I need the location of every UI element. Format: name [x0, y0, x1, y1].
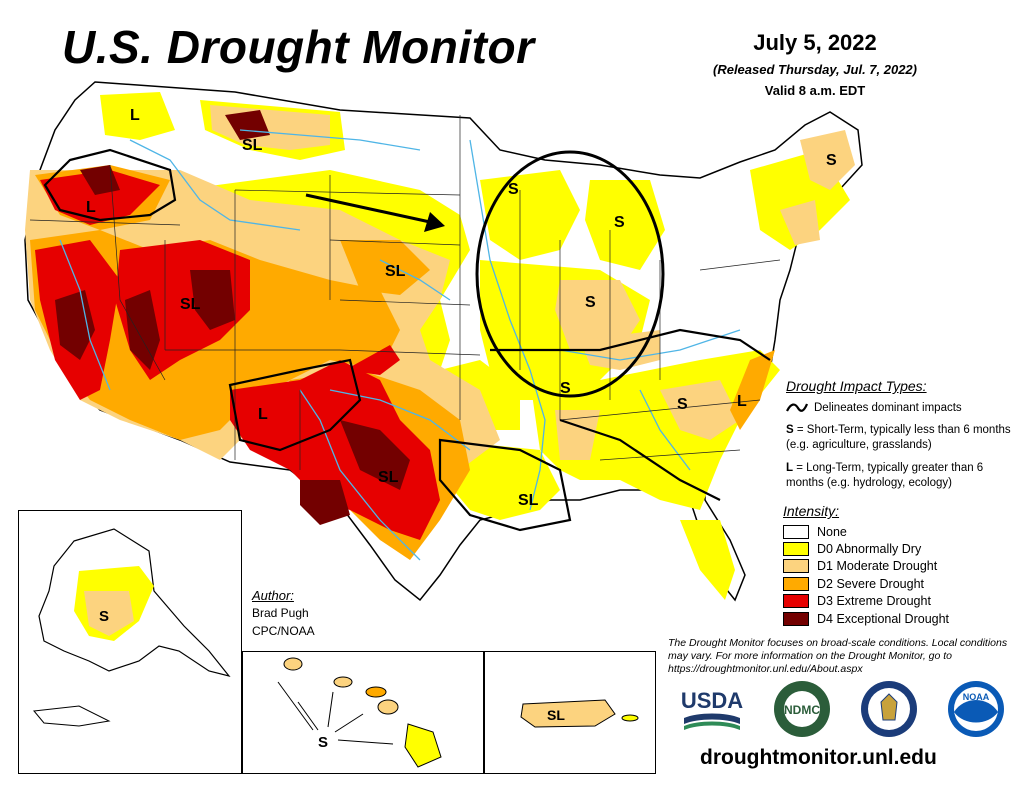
intensity-heading: Intensity:: [783, 503, 840, 519]
legend-item: D1 Moderate Drought: [783, 558, 937, 575]
label-or: L: [86, 199, 96, 216]
alaska-inset: S: [18, 510, 242, 774]
label-wa: L: [130, 107, 140, 124]
page-title: U.S. Drought Monitor: [62, 21, 535, 73]
label-mt: SL: [242, 137, 263, 154]
label-sc: S: [677, 396, 688, 413]
legend-label: None: [817, 524, 847, 539]
legend-label: D2 Severe Drought: [817, 576, 925, 591]
commerce-seal-logo: [855, 680, 923, 738]
disclaimer-text: The Drought Monitor focuses on broad-sca…: [668, 637, 1008, 675]
short-term-row: S = Short-Term, typically less than 6 mo…: [786, 423, 1021, 453]
d4-areas: [55, 110, 410, 525]
legend-swatch: [783, 524, 809, 539]
impact-delineations: [43, 148, 771, 532]
author-name: Brad Pugh: [252, 606, 309, 620]
legend-label: D3 Extreme Drought: [817, 594, 931, 609]
ndmc-logo: NDMC: [768, 680, 836, 738]
hawaii-inset: S: [242, 651, 484, 774]
legend-swatch: [783, 576, 809, 591]
highlight-ellipse: [475, 150, 665, 398]
legend-swatch: [783, 594, 809, 609]
legend-swatch: [783, 559, 809, 574]
label-la: SL: [518, 492, 539, 509]
legend-item: D0 Abnormally Dry: [783, 540, 921, 557]
short-term-letter: S: [786, 424, 794, 436]
legend-swatch: [783, 611, 809, 626]
state-boundaries: [29, 115, 781, 470]
legend-item: None: [783, 523, 847, 540]
usda-logo-text: USDA: [681, 688, 743, 713]
legend-swatch: [783, 541, 809, 556]
long-term-text: = Long-Term, typically greater than 6 mo…: [786, 462, 984, 489]
legend-label: D1 Moderate Drought: [817, 559, 938, 574]
label-mi: S: [614, 214, 625, 231]
impact-delineates-row: Delineates dominant impacts: [786, 401, 1021, 416]
label-ne: SL: [385, 263, 406, 280]
ndmc-logo-text: NDMC: [784, 703, 820, 717]
impact-types-heading: Drought Impact Types:: [786, 378, 927, 394]
label-hawaii: S: [318, 734, 328, 751]
label-puerto-rico: SL: [547, 707, 565, 723]
label-me: S: [826, 152, 837, 169]
long-term-row: L = Long-Term, typically greater than 6 …: [786, 461, 1021, 491]
delineation-line-icon: [786, 403, 809, 412]
noaa-logo: NOAA: [942, 680, 1010, 738]
legend-item: D4 Exceptional Drought: [783, 610, 949, 627]
author-org: CPC/NOAA: [252, 624, 315, 638]
label-alaska: S: [99, 608, 109, 625]
puerto-rico-inset: SL: [484, 651, 656, 774]
noaa-logo-text: NOAA: [963, 692, 990, 702]
label-ut: SL: [180, 296, 201, 313]
valid-time: Valid 8 a.m. EDT: [764, 83, 866, 98]
short-term-text: = Short-Term, typically less than 6 mont…: [786, 424, 1011, 451]
label-tx: SL: [378, 469, 399, 486]
label-nm: L: [258, 406, 268, 423]
legend-label: D0 Abnormally Dry: [817, 541, 922, 556]
label-ms: S: [560, 380, 571, 397]
delineates-text: Delineates dominant impacts: [814, 402, 962, 414]
legend-item: D2 Severe Drought: [783, 575, 924, 592]
long-term-letter: L: [786, 462, 794, 474]
release-date: (Released Thursday, Jul. 7, 2022): [713, 62, 917, 77]
legend-item: D3 Extreme Drought: [783, 593, 931, 610]
report-date: July 5, 2022: [753, 30, 877, 55]
legend-label: D4 Exceptional Drought: [817, 611, 950, 626]
website-url[interactable]: droughtmonitor.unl.edu: [700, 746, 937, 769]
usda-logo: USDA: [678, 680, 746, 738]
label-wi: S: [508, 181, 519, 198]
label-nc: L: [737, 393, 747, 410]
author-heading: Author:: [252, 588, 294, 603]
annotation-arrow: [305, 193, 445, 232]
label-il: S: [585, 294, 596, 311]
